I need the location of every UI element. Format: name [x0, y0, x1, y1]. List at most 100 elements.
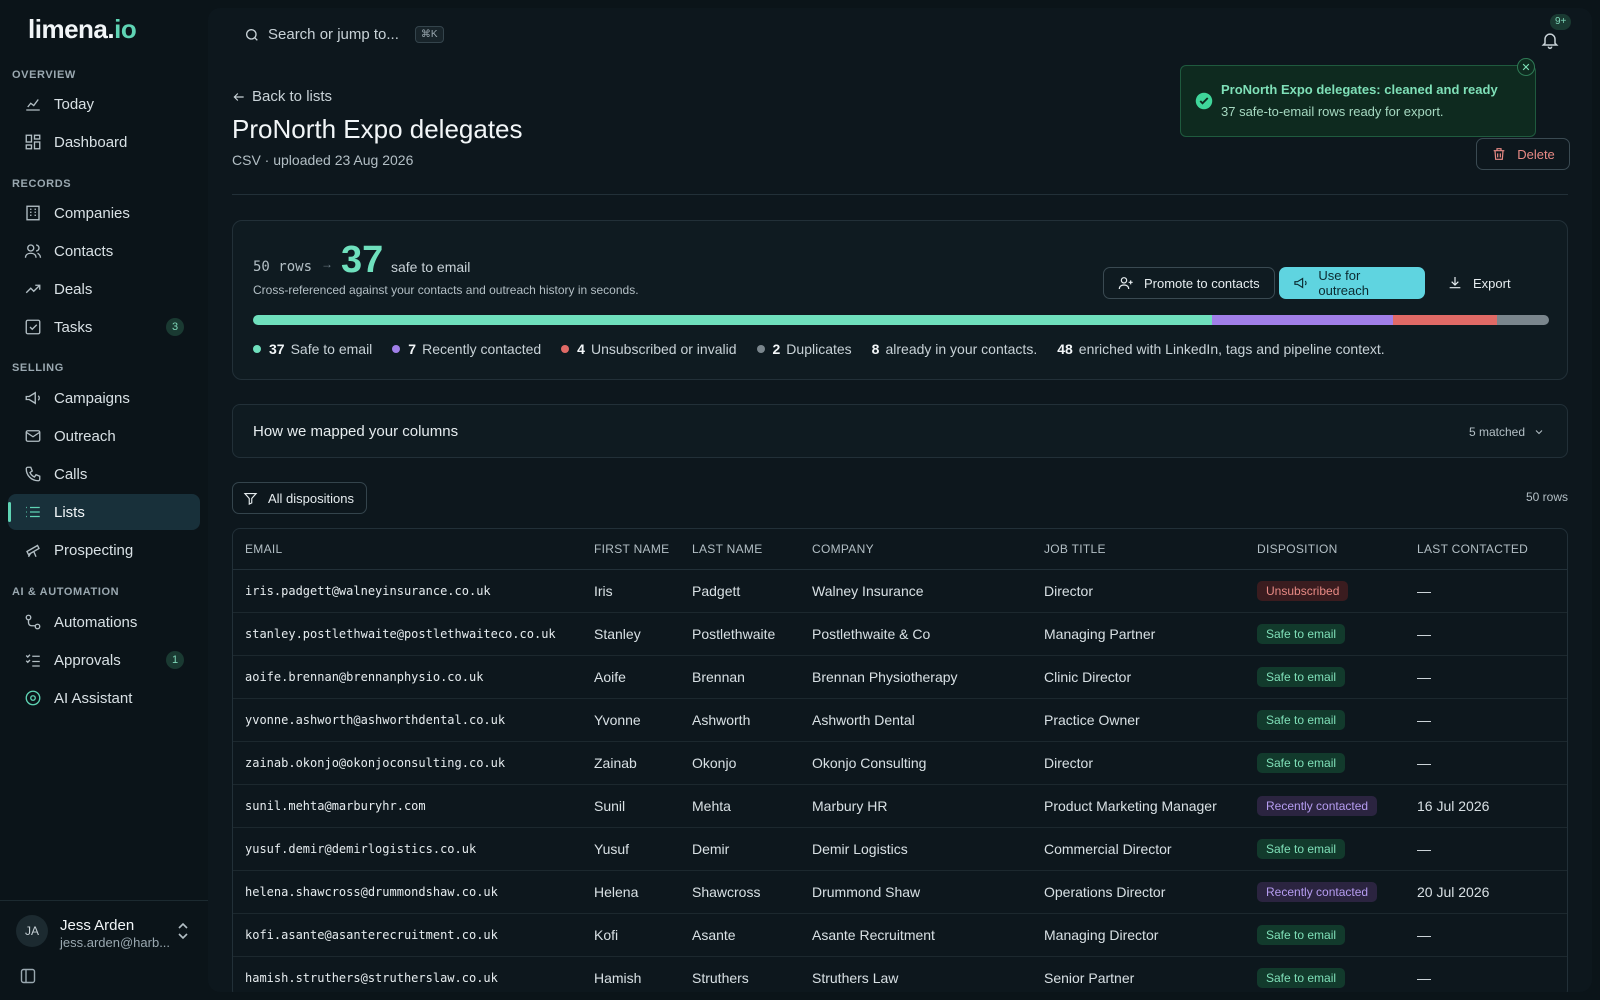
cell-last: Ashworth: [680, 698, 800, 742]
sidebar-item-companies[interactable]: Companies: [8, 195, 200, 231]
table-row[interactable]: stanley.postlethwaite@postlethwaiteco.co…: [233, 612, 1567, 656]
cell-company: Walney Insurance: [800, 569, 1032, 613]
status-badge: Safe to email: [1257, 967, 1346, 988]
sidebar-item-approvals[interactable]: Approvals 1: [8, 642, 200, 678]
sidebar-item-calls[interactable]: Calls: [8, 456, 200, 492]
chevrons-up-down-icon[interactable]: [176, 921, 190, 941]
arrow-left-icon: [233, 92, 244, 101]
sidebar-item-contacts[interactable]: Contacts: [8, 233, 200, 269]
promote-to-contacts-button[interactable]: Promote to contacts: [1103, 267, 1275, 299]
cell-disposition: Safe to email: [1245, 956, 1405, 992]
sidebar-item-label: Dashboard: [54, 133, 128, 151]
table-row[interactable]: helena.shawcross@drummondshaw.co.uk Helen…: [233, 870, 1567, 914]
export-button[interactable]: Export: [1433, 267, 1525, 299]
disposition-legend: 37 Safe to email 7 Recently contacted 4 Uns…: [253, 341, 1405, 357]
sidebar-item-outreach[interactable]: Outreach: [8, 418, 200, 454]
table-row[interactable]: kofi.asante@asanterecruitment.co.uk Kofi A…: [233, 913, 1567, 957]
sidebar-item-deals[interactable]: Deals: [8, 271, 200, 307]
summary-card: 50 rows → 37 safe to email Cross-referen…: [232, 220, 1568, 380]
list-checks-icon: [25, 654, 40, 667]
cell-title: Product Marketing Manager: [1032, 784, 1245, 828]
col-disposition[interactable]: DISPOSITION: [1245, 529, 1405, 570]
col-job-title[interactable]: JOB TITLE: [1032, 529, 1245, 570]
download-icon: [1449, 277, 1461, 289]
cell-disposition: Recently contacted: [1245, 784, 1405, 828]
cell-last: Mehta: [680, 784, 800, 828]
sidebar-item-label: Campaigns: [54, 389, 130, 407]
status-badge: Safe to email: [1257, 752, 1346, 773]
app-logo[interactable]: limena.io: [28, 14, 137, 44]
column-mapping-accordion[interactable]: How we mapped your columns 5 matched: [232, 404, 1568, 458]
sidebar-item-lists[interactable]: Lists: [8, 494, 200, 530]
sidebar-item-label: Automations: [54, 613, 138, 631]
col-company[interactable]: COMPANY: [800, 529, 1032, 570]
cell-first: Stanley: [582, 612, 680, 656]
legend-safe: 37 Safe to email: [253, 341, 372, 357]
delete-button[interactable]: Delete: [1476, 138, 1570, 170]
sidebar-item-prospecting[interactable]: Prospecting: [8, 532, 200, 568]
sidebar-item-automations[interactable]: Automations: [8, 604, 200, 640]
cell-first: Aoife: [582, 655, 680, 699]
legend-dup: 2 Duplicates: [756, 341, 852, 357]
tasks-count-badge: 3: [166, 318, 184, 336]
sidebar-item-ai-assistant[interactable]: AI Assistant: [8, 680, 200, 716]
cell-company: Demir Logistics: [800, 827, 1032, 871]
cell-last-contacted: 20 Jul 2026: [1405, 870, 1567, 914]
user-plus-icon: [1118, 277, 1133, 290]
cell-last: Demir: [680, 827, 800, 871]
cell-company: Brennan Physiotherapy: [800, 655, 1032, 699]
use-for-outreach-button[interactable]: Use for outreach: [1279, 267, 1425, 299]
table-row[interactable]: aoife.brennan@brennanphysio.co.uk Aoife Br…: [233, 655, 1567, 699]
cell-disposition: Recently contacted: [1245, 870, 1405, 914]
progress-segment: [253, 315, 1213, 325]
search-input[interactable]: Search or jump to... ⌘K: [244, 26, 444, 43]
success-toast: ProNorth Expo delegates: cleaned and rea…: [1180, 58, 1536, 137]
sidebar-item-tasks[interactable]: Tasks 3: [8, 309, 200, 345]
cell-last-contacted: —: [1405, 655, 1567, 699]
table-row[interactable]: sunil.mehta@marburyhr.com Sunil Mehta Marbu…: [233, 784, 1567, 828]
col-first-name[interactable]: FIRST NAME: [582, 529, 680, 570]
cell-last: Postlethwaite: [680, 612, 800, 656]
cell-last-contacted: —: [1405, 913, 1567, 957]
status-badge: Safe to email: [1257, 924, 1346, 945]
col-last-name[interactable]: LAST NAME: [680, 529, 800, 570]
arrow-right-icon: →: [321, 257, 333, 271]
cell-title: Clinic Director: [1032, 655, 1245, 699]
table-row[interactable]: hamish.struthers@strutherslaw.co.uk Hamis…: [233, 956, 1567, 992]
cell-disposition: Safe to email: [1245, 612, 1405, 656]
cell-email: aoife.brennan@brennanphysio.co.uk: [233, 655, 582, 699]
cell-first: Iris: [582, 569, 680, 613]
cell-last-contacted: —: [1405, 569, 1567, 613]
cell-email: zainab.okonjo@okonjoconsulting.co.uk: [233, 741, 582, 785]
sidebar-toggle-icon[interactable]: [20, 968, 36, 984]
page-subtitle: CSV · uploaded 23 Aug 2026: [232, 152, 414, 168]
user-menu[interactable]: JA Jess Arden jess.arden@harb...: [0, 900, 208, 960]
cell-first: Kofi: [582, 913, 680, 957]
cell-title: Operations Director: [1032, 870, 1245, 914]
cell-company: Struthers Law: [800, 956, 1032, 992]
sidebar-item-today[interactable]: Today: [8, 86, 200, 122]
cell-first: Zainab: [582, 741, 680, 785]
table-row[interactable]: yusuf.demir@demirlogistics.co.uk Yusuf Dem…: [233, 827, 1567, 871]
disposition-progress-bar: [253, 315, 1549, 325]
telescope-icon: [26, 544, 40, 558]
table-row[interactable]: iris.padgett@walneyinsurance.co.uk Iris Pa…: [233, 569, 1567, 613]
status-badge: Safe to email: [1257, 709, 1346, 730]
status-badge: Unsubscribed: [1257, 580, 1349, 601]
col-last-contacted[interactable]: LAST CONTACTED: [1405, 529, 1567, 570]
table-row[interactable]: yvonne.ashworth@ashworthdental.co.uk Yvon…: [233, 698, 1567, 742]
back-link[interactable]: Back to lists: [232, 88, 332, 105]
status-badge: Safe to email: [1257, 666, 1346, 687]
cell-disposition: Unsubscribed: [1245, 569, 1405, 613]
chart-area-icon: [26, 99, 40, 111]
cell-email: iris.padgett@walneyinsurance.co.uk: [233, 569, 582, 613]
sidebar-item-campaigns[interactable]: Campaigns: [8, 380, 200, 416]
bell-icon[interactable]: [1540, 30, 1560, 50]
close-icon[interactable]: ✕: [1517, 58, 1535, 76]
sidebar-item-dashboard[interactable]: Dashboard: [8, 124, 200, 160]
col-email[interactable]: EMAIL: [233, 529, 582, 570]
cell-company: Marbury HR: [800, 784, 1032, 828]
toast-title: ProNorth Expo delegates: cleaned and rea…: [1221, 82, 1498, 97]
disposition-filter-button[interactable]: All dispositions: [232, 482, 367, 514]
table-row[interactable]: zainab.okonjo@okonjoconsulting.co.uk Zain…: [233, 741, 1567, 785]
